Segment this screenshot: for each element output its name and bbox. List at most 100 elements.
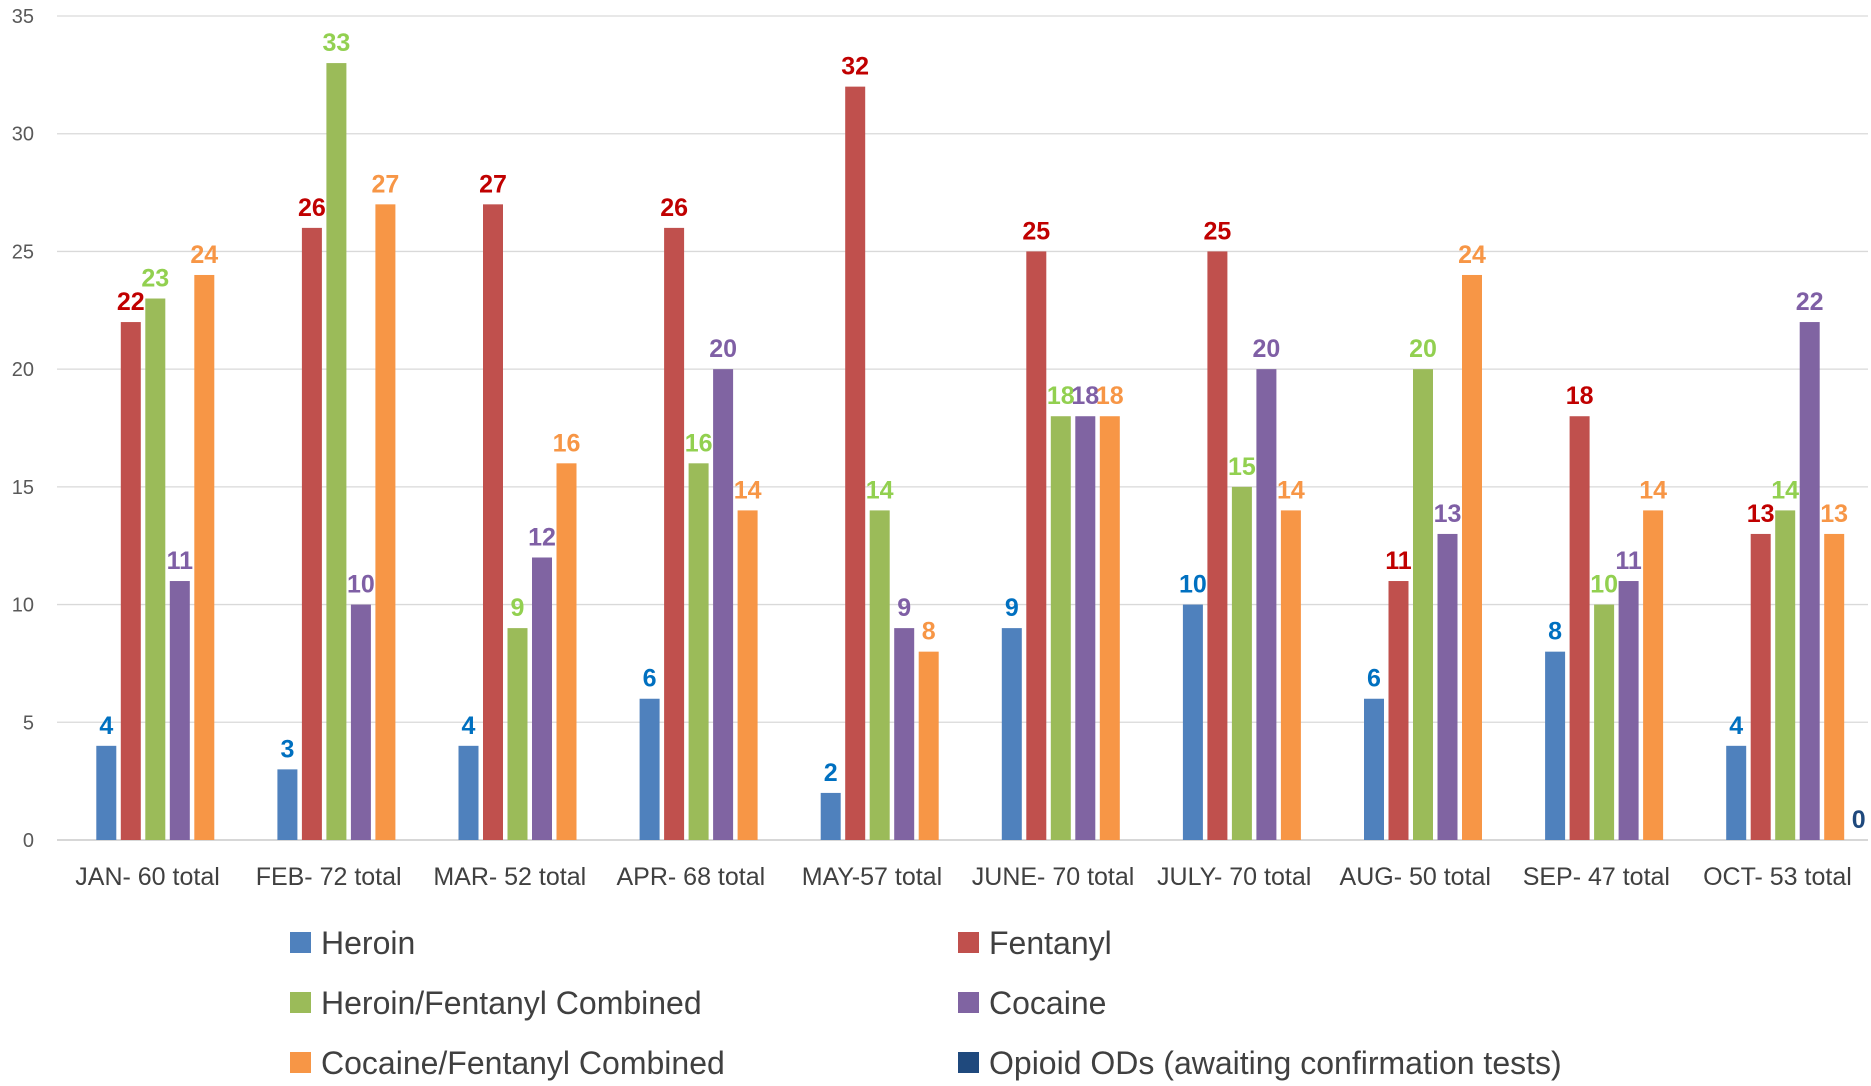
data-label: 16 bbox=[685, 429, 713, 457]
legend-label: Heroin bbox=[321, 925, 415, 961]
data-label: 14 bbox=[1771, 476, 1799, 504]
legend-label: Heroin/Fentanyl Combined bbox=[321, 985, 702, 1021]
data-label: 26 bbox=[298, 194, 326, 222]
bar-cocaine-fentanyl-combined-7 bbox=[1462, 274, 1482, 840]
data-label: 20 bbox=[1409, 335, 1437, 363]
bar-fentanyl-0 bbox=[120, 322, 141, 840]
data-label: 18 bbox=[1096, 382, 1124, 410]
data-label: 14 bbox=[866, 476, 894, 504]
bar-cocaine-fentanyl-combined-5 bbox=[1099, 416, 1120, 840]
x-tick-label: FEB- 72 total bbox=[256, 863, 402, 891]
y-tick-label: 15 bbox=[12, 477, 34, 499]
bar-heroin-6 bbox=[1182, 604, 1203, 840]
data-label: 18 bbox=[1071, 382, 1099, 410]
data-label: 6 bbox=[643, 665, 657, 693]
bar-cocaine-fentanyl-combined-2 bbox=[556, 463, 577, 840]
data-label: 11 bbox=[1385, 547, 1412, 575]
legend-label: Fentanyl bbox=[989, 925, 1112, 961]
bar-cocaine-fentanyl-combined-8 bbox=[1643, 510, 1664, 840]
legend-swatch bbox=[958, 932, 979, 953]
data-label: 8 bbox=[922, 618, 936, 646]
bar-fentanyl-1 bbox=[301, 227, 322, 840]
bar-heroin-2 bbox=[458, 745, 479, 840]
data-label: 13 bbox=[1434, 500, 1462, 528]
y-tick-label: 20 bbox=[12, 359, 34, 381]
data-label: 4 bbox=[99, 712, 113, 740]
data-label: 0 bbox=[1852, 806, 1866, 834]
data-label: 4 bbox=[462, 712, 476, 740]
data-label: 10 bbox=[1179, 571, 1207, 599]
bar-cocaine-fentanyl-combined-6 bbox=[1280, 510, 1301, 840]
y-tick-label: 30 bbox=[12, 124, 34, 146]
bar-cocaine-fentanyl-combined-0 bbox=[194, 274, 215, 840]
data-label: 9 bbox=[1005, 594, 1019, 622]
bar-cocaine-3 bbox=[713, 369, 734, 840]
bar-fentanyl-6 bbox=[1207, 251, 1228, 840]
data-label: 27 bbox=[479, 170, 507, 198]
data-label: 18 bbox=[1566, 382, 1594, 410]
bar-heroin-fentanyl-combined-3 bbox=[688, 463, 709, 840]
bar-heroin-fentanyl-combined-7 bbox=[1413, 369, 1433, 840]
data-label: 11 bbox=[167, 547, 194, 575]
data-label: 24 bbox=[190, 241, 218, 269]
data-label: 16 bbox=[553, 429, 581, 457]
bar-cocaine-7 bbox=[1437, 533, 1458, 840]
bar-cocaine-fentanyl-combined-4 bbox=[918, 651, 939, 840]
data-label: 20 bbox=[709, 335, 737, 363]
data-label: 22 bbox=[117, 288, 145, 316]
data-label: 27 bbox=[371, 170, 399, 198]
data-label: 23 bbox=[141, 265, 169, 293]
bar-heroin-fentanyl-combined-9 bbox=[1775, 510, 1796, 840]
bar-fentanyl-4 bbox=[845, 86, 866, 841]
bar-cocaine-fentanyl-combined-9 bbox=[1824, 533, 1845, 840]
bar-cocaine-6 bbox=[1256, 369, 1277, 840]
data-label: 25 bbox=[1022, 217, 1050, 245]
bar-fentanyl-9 bbox=[1750, 533, 1771, 840]
y-tick-label: 5 bbox=[23, 712, 34, 734]
x-tick-label: JULY- 70 total bbox=[1157, 863, 1311, 891]
bar-cocaine-fentanyl-combined-1 bbox=[375, 204, 396, 841]
data-label: 32 bbox=[841, 53, 869, 81]
bar-fentanyl-5 bbox=[1026, 251, 1047, 840]
data-label: 10 bbox=[347, 571, 375, 599]
data-label: 14 bbox=[1639, 476, 1667, 504]
y-tick-label: 0 bbox=[23, 830, 34, 852]
bar-heroin-fentanyl-combined-4 bbox=[869, 510, 890, 840]
legend-swatch bbox=[958, 1052, 979, 1073]
data-label: 13 bbox=[1747, 500, 1775, 528]
bar-cocaine-1 bbox=[350, 604, 371, 840]
bar-heroin-0 bbox=[96, 745, 117, 840]
legend-swatch bbox=[290, 992, 311, 1013]
legend-label: Opioid ODs (awaiting confirmation tests) bbox=[989, 1045, 1562, 1081]
bar-heroin-fentanyl-combined-6 bbox=[1231, 486, 1252, 840]
data-label: 4 bbox=[1729, 712, 1743, 740]
data-label: 18 bbox=[1047, 382, 1075, 410]
bar-heroin-3 bbox=[639, 698, 660, 840]
y-tick-label: 25 bbox=[12, 241, 34, 263]
legend-swatch bbox=[290, 932, 311, 953]
bar-fentanyl-7 bbox=[1388, 581, 1409, 840]
bar-heroin-9 bbox=[1726, 745, 1747, 840]
bar-fentanyl-8 bbox=[1569, 416, 1590, 840]
data-label: 15 bbox=[1228, 453, 1256, 481]
data-label: 26 bbox=[660, 194, 688, 222]
data-label: 9 bbox=[511, 594, 525, 622]
x-tick-label: APR- 68 total bbox=[617, 863, 766, 891]
data-label: 11 bbox=[1615, 547, 1642, 575]
x-tick-label: MAY-57 total bbox=[802, 863, 942, 891]
bar-cocaine-2 bbox=[532, 557, 552, 840]
legend-swatch bbox=[290, 1052, 311, 1073]
bar-cocaine-4 bbox=[894, 628, 915, 840]
bar-cocaine-9 bbox=[1799, 322, 1820, 840]
bar-heroin-fentanyl-combined-8 bbox=[1594, 604, 1615, 840]
data-label: 10 bbox=[1590, 571, 1618, 599]
y-tick-label: 10 bbox=[12, 595, 34, 617]
legend-label: Cocaine/Fentanyl Combined bbox=[321, 1045, 725, 1081]
bar-heroin-fentanyl-combined-5 bbox=[1050, 416, 1071, 840]
data-label: 2 bbox=[824, 759, 838, 787]
data-label: 24 bbox=[1458, 241, 1486, 269]
bar-heroin-fentanyl-combined-1 bbox=[326, 63, 347, 841]
bar-cocaine-8 bbox=[1618, 581, 1639, 840]
